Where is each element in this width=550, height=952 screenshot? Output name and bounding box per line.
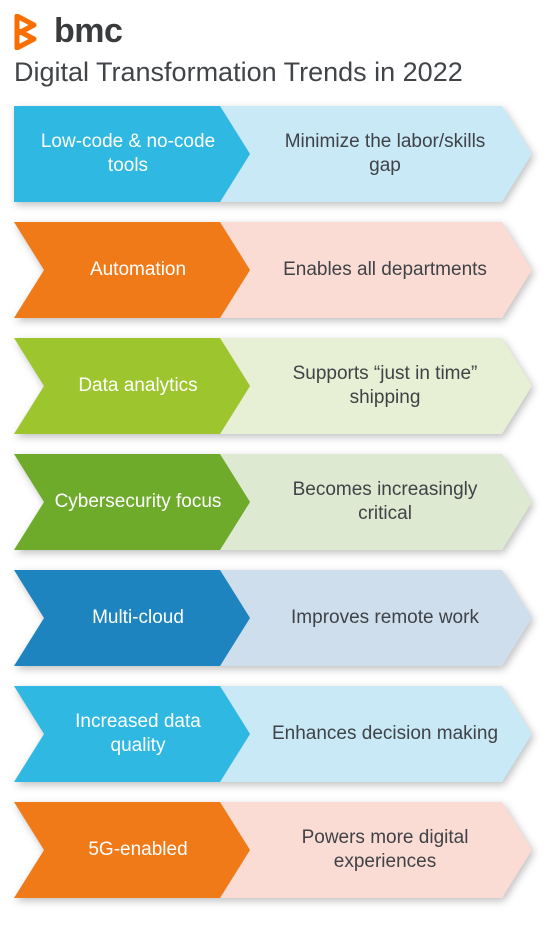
trend-arrow-left: Increased data quality bbox=[14, 686, 250, 782]
trend-name: Low-code & no-code tools bbox=[34, 130, 222, 178]
trend-row: Enables all departments Automation bbox=[14, 222, 536, 318]
trend-row: Becomes increasingly critical Cybersecuri… bbox=[14, 454, 536, 550]
trend-name: Increased data quality bbox=[54, 710, 222, 758]
bmc-chevron-icon bbox=[14, 14, 48, 50]
trend-description: Improves remote work bbox=[291, 606, 479, 630]
trend-arrow-right: Enhances decision making bbox=[220, 686, 532, 782]
trend-arrow-right: Improves remote work bbox=[220, 570, 532, 666]
trend-description: Enhances decision making bbox=[272, 722, 498, 746]
page-title: Digital Transformation Trends in 2022 bbox=[14, 57, 536, 88]
trend-arrow-right: Powers more digital experiences bbox=[220, 802, 532, 898]
trend-name: Data analytics bbox=[78, 374, 197, 398]
trend-description: Supports “just in time” shipping bbox=[268, 362, 502, 410]
trend-list: Minimize the labor/skills gap Low-code & … bbox=[14, 106, 536, 898]
trend-row: Enhances decision making Increased data q… bbox=[14, 686, 536, 782]
trend-arrow-right: Minimize the labor/skills gap bbox=[220, 106, 532, 202]
brand-logo: bmc bbox=[14, 12, 536, 51]
trend-row: Improves remote work Multi-cloud bbox=[14, 570, 536, 666]
trend-name: Automation bbox=[90, 258, 186, 282]
trend-arrow-right: Becomes increasingly critical bbox=[220, 454, 532, 550]
trend-arrow-right: Enables all departments bbox=[220, 222, 532, 318]
trend-arrow-left: Multi-cloud bbox=[14, 570, 250, 666]
trend-arrow-left: 5G-enabled bbox=[14, 802, 250, 898]
trend-row: Minimize the labor/skills gap Low-code & … bbox=[14, 106, 536, 202]
trend-arrow-left: Automation bbox=[14, 222, 250, 318]
trend-arrow-left: Low-code & no-code tools bbox=[14, 106, 250, 202]
trend-arrow-left: Data analytics bbox=[14, 338, 250, 434]
trend-description: Enables all departments bbox=[283, 258, 487, 282]
trend-name: 5G-enabled bbox=[88, 838, 187, 862]
trend-description: Becomes increasingly critical bbox=[268, 478, 502, 526]
trend-name: Cybersecurity focus bbox=[55, 490, 222, 514]
trend-row: Supports “just in time” shipping Data ana… bbox=[14, 338, 536, 434]
trend-description: Powers more digital experiences bbox=[268, 826, 502, 874]
trend-description: Minimize the labor/skills gap bbox=[268, 130, 502, 178]
brand-name: bmc bbox=[54, 12, 122, 51]
trend-arrow-left: Cybersecurity focus bbox=[14, 454, 250, 550]
trend-row: Powers more digital experiences 5G-enable… bbox=[14, 802, 536, 898]
trend-arrow-right: Supports “just in time” shipping bbox=[220, 338, 532, 434]
trend-name: Multi-cloud bbox=[92, 606, 184, 630]
